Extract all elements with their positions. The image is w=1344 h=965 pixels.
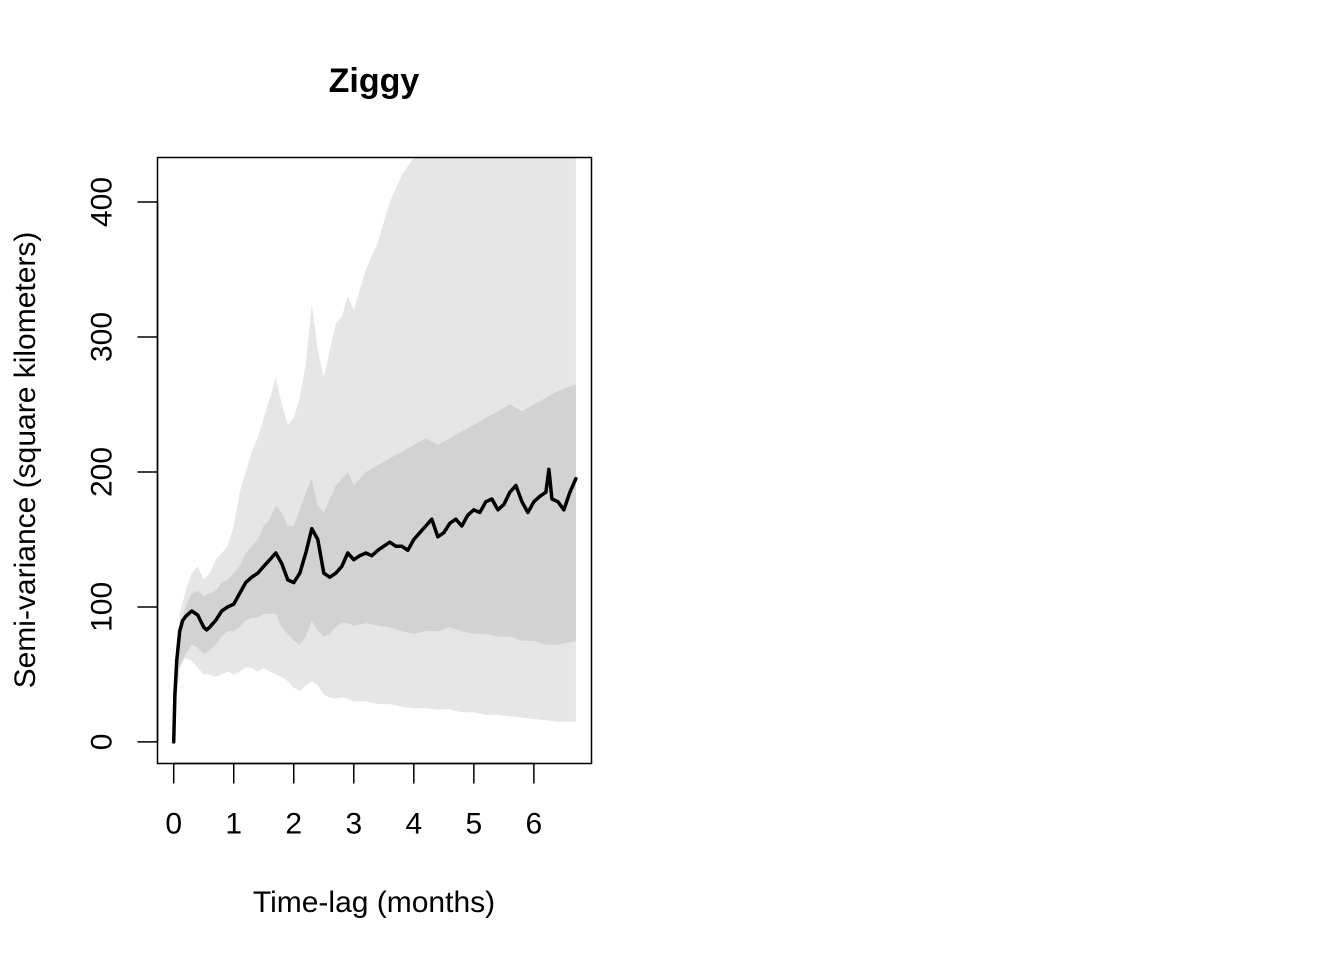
y-tick-label: 200 [86,447,119,497]
y-tick-label: 0 [86,734,119,751]
x-tick-label: 2 [285,808,302,841]
x-tick-label: 6 [526,808,543,841]
confidence-bands [173,157,576,742]
inner-ci-band [173,384,576,742]
y-axis: 0 100 200 300 400 [86,177,159,751]
y-tick-label: 400 [86,177,119,227]
x-axis-label: Time-lag (months) [253,886,495,919]
x-tick-label: 4 [405,808,422,841]
x-tick-label: 5 [466,808,483,841]
x-tick-label: 0 [165,808,182,841]
y-axis-label: Semi-variance (square kilometers) [9,232,42,689]
x-tick-label: 3 [345,808,362,841]
x-tick-label: 1 [225,808,242,841]
data-lines [171,467,578,744]
x-axis: 0 1 2 3 4 5 6 [165,762,543,841]
semi-variance-line [171,467,578,744]
y-tick-label: 100 [86,582,119,632]
y-tick-label: 300 [86,312,119,362]
chart-title: Ziggy [329,62,420,100]
